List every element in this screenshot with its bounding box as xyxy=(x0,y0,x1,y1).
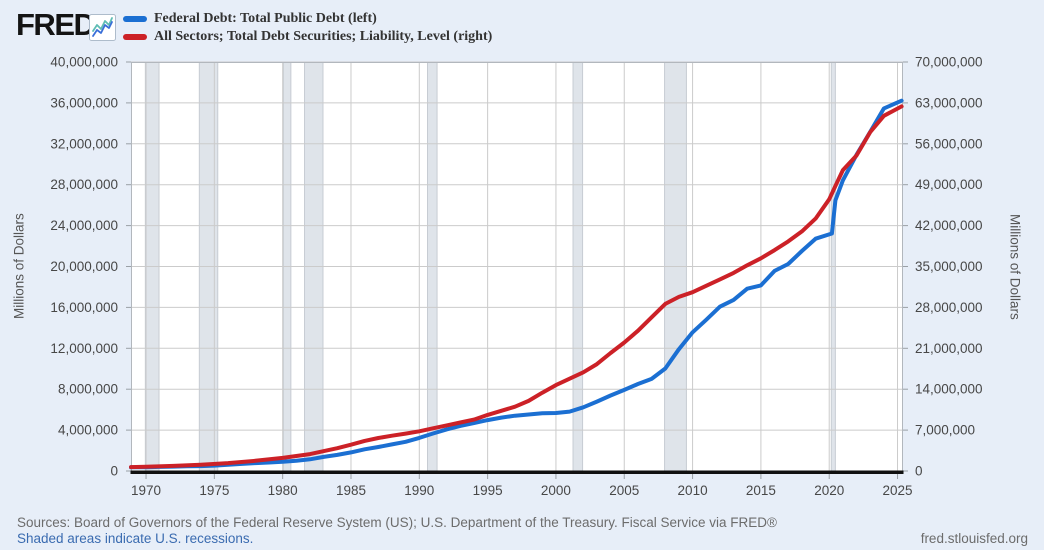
x-axis-tick-label: 1985 xyxy=(336,483,366,498)
x-axis-line xyxy=(130,470,904,474)
right-axis-tick-label: 0 xyxy=(915,464,923,479)
x-axis-tick-label: 1990 xyxy=(404,483,434,498)
x-axis-tick-label: 2005 xyxy=(609,483,639,498)
sources-text: Sources: Board of Governors of the Feder… xyxy=(17,515,777,530)
x-axis-tick-label: 2025 xyxy=(883,483,913,498)
right-axis-tick-label: 7,000,000 xyxy=(915,423,975,438)
legend-label: Federal Debt: Total Public Debt (left) xyxy=(154,11,377,26)
left-axis-tick-label: 32,000,000 xyxy=(50,136,118,151)
right-axis-tick-label: 28,000,000 xyxy=(915,300,983,315)
chart-legend: Federal Debt: Total Public Debt (left) A… xyxy=(123,10,492,46)
legend-label: All Sectors; Total Debt Securities; Liab… xyxy=(154,29,493,44)
fred-logo-text: FRED xyxy=(16,7,96,42)
right-axis-title: Millions of Dollars xyxy=(1007,213,1023,320)
left-axis-tick-label: 28,000,000 xyxy=(50,177,118,192)
x-axis-tick-label: 2010 xyxy=(678,483,708,498)
federal-debt-line xyxy=(129,98,904,470)
left-axis-tick-label: 8,000,000 xyxy=(58,382,118,397)
left-axis-tick-label: 20,000,000 xyxy=(50,259,118,274)
left-axis-tick-label: 24,000,000 xyxy=(50,218,118,233)
right-axis-tick-label: 56,000,000 xyxy=(915,136,983,151)
left-axis-tick-label: 12,000,000 xyxy=(50,341,118,356)
x-axis-tick-label: 2000 xyxy=(541,483,571,498)
x-axis-tick-label: 1980 xyxy=(268,483,298,498)
debt-chart: 0 4,000,000 8,000,000 12,000,000 16,000,000 2… xyxy=(50,55,983,499)
x-axis-tick-label: 1970 xyxy=(131,483,161,498)
left-axis-tick-label: 40,000,000 xyxy=(50,55,118,70)
sparkline-chart-icon xyxy=(89,14,116,41)
right-axis-tick-label: 70,000,000 xyxy=(915,55,983,70)
debt-securities-line xyxy=(129,104,904,470)
recession-note-link[interactable]: Shaded areas indicate U.S. recessions. xyxy=(17,531,254,546)
left-axis-tick-label: 0 xyxy=(110,464,118,479)
left-axis-tick-label: 16,000,000 xyxy=(50,300,118,315)
right-axis-tick-label: 42,000,000 xyxy=(915,218,983,233)
right-axis-tick-label: 21,000,000 xyxy=(915,341,983,356)
legend-swatch-red xyxy=(123,34,147,40)
right-axis-tick-label: 14,000,000 xyxy=(915,382,983,397)
plot-border xyxy=(131,62,903,471)
x-axis-tick-label: 1975 xyxy=(199,483,229,498)
left-axis-tick-label: 36,000,000 xyxy=(50,95,118,110)
right-axis-tick-label: 49,000,000 xyxy=(915,177,983,192)
right-axis-tick-label: 35,000,000 xyxy=(915,259,983,274)
site-url: fred.stlouisfed.org xyxy=(920,531,1028,546)
legend-swatch-blue xyxy=(123,16,147,22)
right-axis-tick-label: 63,000,000 xyxy=(915,95,983,110)
left-axis-tick-label: 4,000,000 xyxy=(58,423,118,438)
x-axis-tick-label: 2015 xyxy=(746,483,776,498)
legend-item-federal-debt: Federal Debt: Total Public Debt (left) xyxy=(123,10,492,28)
legend-item-debt-securities: All Sectors; Total Debt Securities; Liab… xyxy=(123,28,492,46)
x-axis-tick-label: 1995 xyxy=(473,483,503,498)
x-axis-tick-label: 2020 xyxy=(814,483,844,498)
